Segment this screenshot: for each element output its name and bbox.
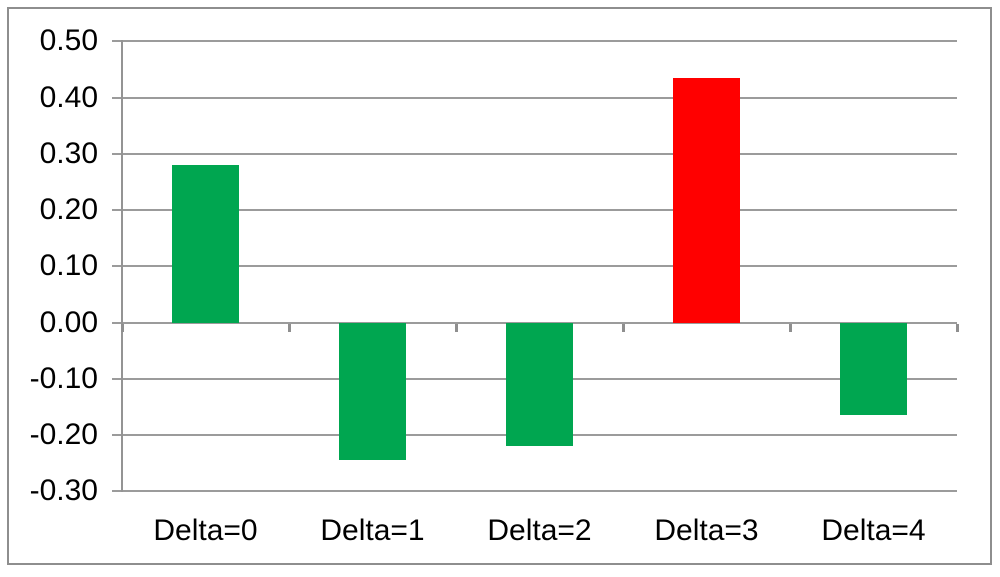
x-axis-tick — [789, 323, 792, 332]
bar-delta-0 — [172, 165, 239, 323]
y-axis-tick-label: 0.50 — [39, 24, 98, 58]
x-axis-category-label: Delta=3 — [654, 514, 759, 547]
x-axis-tick — [956, 323, 959, 332]
y-axis-tick-label: 0.20 — [39, 193, 98, 226]
gridline — [112, 40, 957, 43]
y-axis-tick-label: -0.10 — [29, 361, 98, 395]
y-axis-tick-label: -0.20 — [29, 418, 98, 451]
chart-outer-border — [7, 7, 992, 565]
y-axis-tick-label: 0.40 — [39, 80, 98, 114]
y-axis-tick-label: -0.30 — [29, 474, 98, 508]
bar-delta-2 — [506, 322, 573, 447]
y-axis-line — [121, 40, 123, 493]
x-axis-tick — [622, 323, 625, 332]
x-axis-tick — [121, 323, 124, 332]
x-axis-category-label: Delta=4 — [821, 514, 926, 547]
gridline — [112, 96, 957, 99]
gridline — [112, 490, 957, 493]
bar-delta-4 — [840, 322, 907, 416]
x-axis-tick — [288, 323, 291, 332]
y-axis-tick-label: 0.10 — [39, 249, 98, 283]
x-axis-category-label: Delta=2 — [487, 514, 592, 547]
x-axis-category-label: Delta=1 — [320, 514, 425, 547]
y-axis-tick-label: 0.30 — [39, 136, 98, 170]
bar-delta-1 — [339, 322, 406, 461]
y-axis-tick-label: 0.00 — [39, 305, 98, 339]
gridline — [112, 265, 957, 268]
gridline — [112, 209, 957, 211]
x-axis-category-label: Delta=0 — [153, 514, 258, 547]
x-axis-tick — [455, 323, 458, 332]
bar-delta-3 — [673, 77, 740, 323]
gridline — [112, 152, 957, 155]
